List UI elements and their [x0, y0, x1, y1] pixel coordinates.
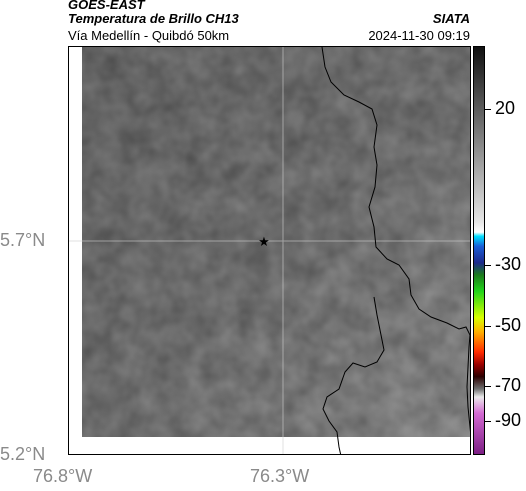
colorbar-tick: [485, 265, 491, 266]
colorbar-label: 20: [495, 98, 516, 118]
colorbar: [473, 46, 485, 455]
department-border-south: [322, 296, 385, 454]
colorbar-tick: [485, 421, 491, 422]
lat-tick-label: 5.2°N: [0, 444, 46, 464]
map-canvas: ★: [69, 47, 470, 454]
department-border: [321, 47, 470, 433]
product-title: Temperatura de Brillo CH13: [68, 11, 239, 26]
colorbar-label: -90: [495, 410, 522, 430]
star-icon: ★: [258, 235, 270, 250]
datetime-label: 2024-11-30 09:19: [368, 28, 470, 43]
lon-tick-label: 76.8°W: [33, 466, 93, 486]
texture-light: [82, 47, 470, 437]
grid-lines: [69, 47, 470, 454]
satellite-map: ★: [68, 46, 471, 455]
colorbar-gradient: [474, 47, 484, 454]
colorbar-label: -50: [495, 315, 522, 335]
satellite-title: GOES-EAST: [68, 0, 145, 12]
source-label: SIATA: [432, 11, 470, 26]
colorbar-label: -70: [495, 375, 522, 395]
lat-tick-label: 5.7°N: [0, 230, 46, 250]
lon-tick-label: 76.3°W: [250, 466, 310, 486]
colorbar-tick: [485, 386, 491, 387]
region-subtitle: Vía Medellín - Quibdó 50km: [68, 28, 230, 43]
colorbar-tick: [485, 326, 491, 327]
colorbar-label: -30: [495, 254, 522, 274]
colorbar-tick: [485, 109, 491, 110]
